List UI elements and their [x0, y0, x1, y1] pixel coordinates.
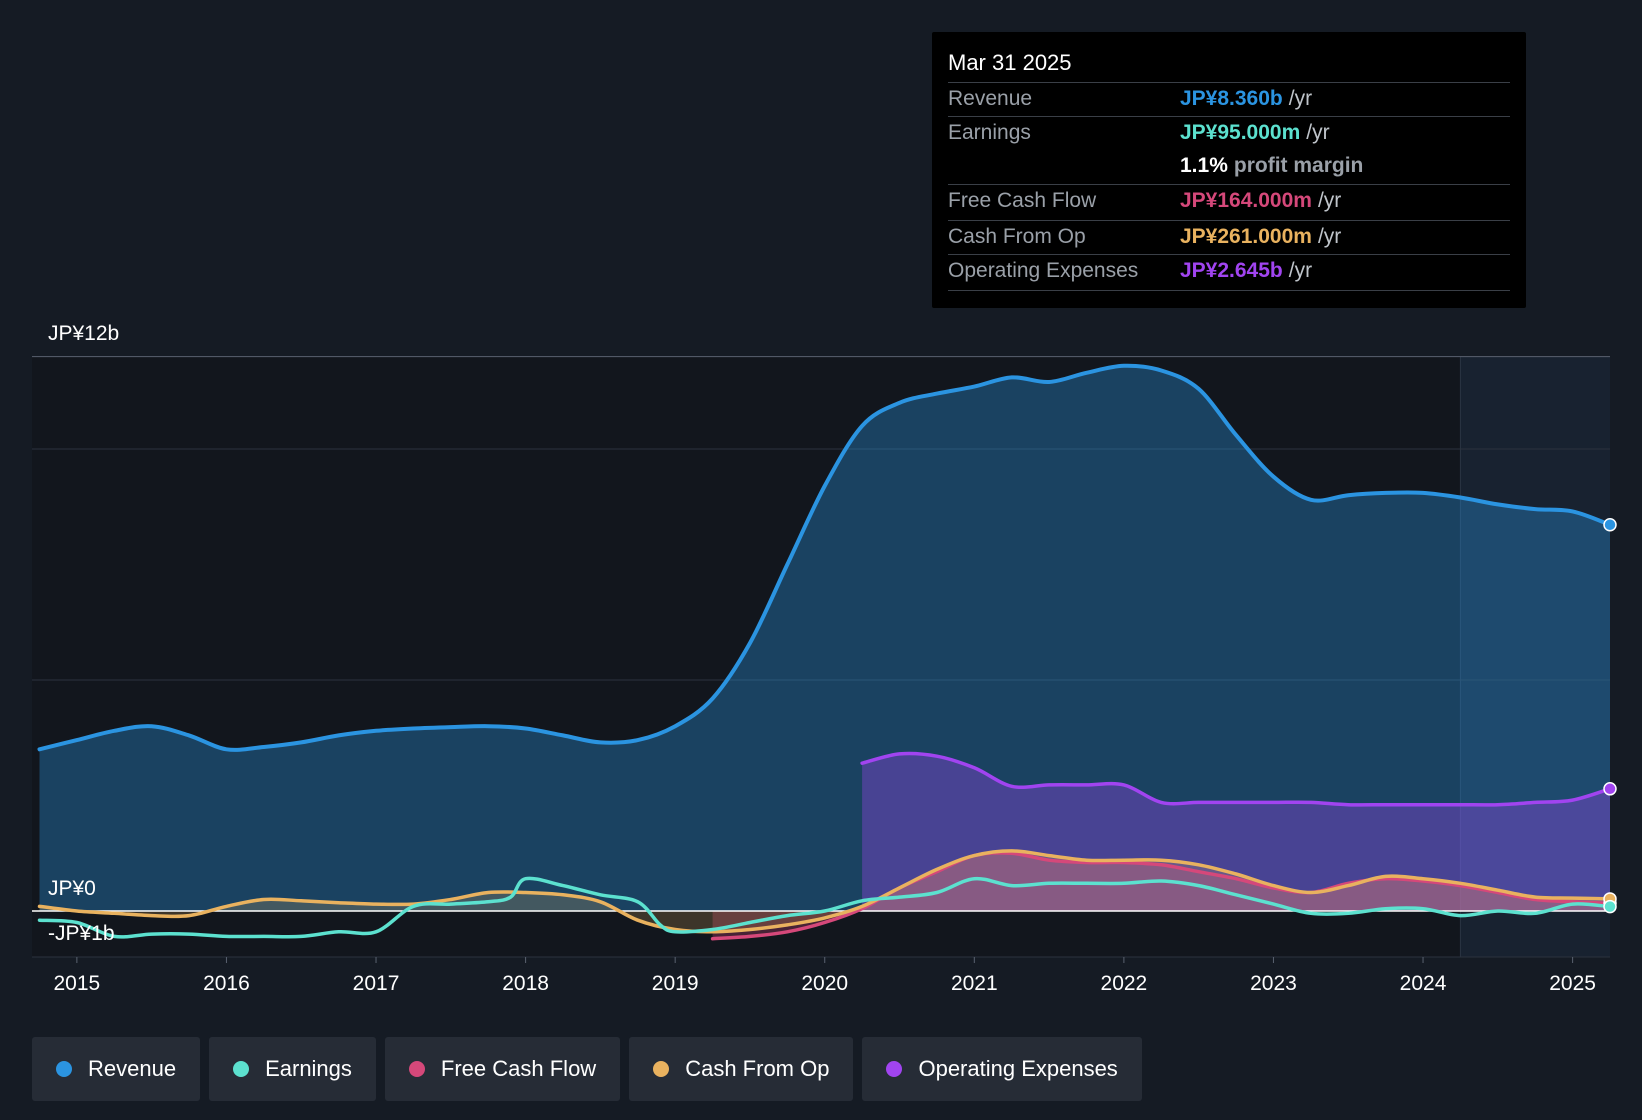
tooltip-row-fcf: Free Cash Flow JP¥164.000m/yr [948, 184, 1510, 219]
series-area-free-cash-flow [712, 852, 1610, 939]
tooltip-value: JP¥261.000m [1180, 225, 1312, 248]
tooltip-unit: /yr [1317, 189, 1342, 212]
plot-area [32, 357, 1610, 957]
tooltip-value: JP¥2.645b [1180, 259, 1283, 282]
tooltip-date: Mar 31 2025 [948, 50, 1072, 75]
tooltip-label: Free Cash Flow [948, 189, 1097, 212]
series-area-operating-expenses [862, 753, 1610, 911]
legend: Revenue Earnings Free Cash Flow Cash Fro… [32, 1037, 1142, 1101]
tooltip-value: JP¥95.000m [1180, 121, 1301, 144]
legend-dot-icon [56, 1061, 72, 1077]
tooltip-value: JP¥8.360b [1180, 87, 1283, 110]
legend-label: Revenue [88, 1056, 177, 1081]
x-tick-label: 2015 [54, 972, 101, 995]
series-line-operating-expenses [860, 751, 1612, 807]
legend-label: Operating Expenses [918, 1056, 1118, 1081]
x-tick-label: 2021 [951, 972, 998, 995]
series-end-marker-revenue [1603, 518, 1617, 532]
x-tick-label: 2019 [652, 972, 699, 995]
tooltip-value: JP¥164.000m [1180, 189, 1312, 212]
series-end-marker-earnings [1603, 899, 1617, 914]
tooltip-label: Earnings [948, 121, 1031, 144]
tooltip-row-earnings: Earnings JP¥95.000m/yr [948, 116, 1510, 151]
tooltip-panel: Mar 31 2025 Revenue JP¥8.360b/yr Earning… [932, 32, 1526, 308]
legend-dot-icon [233, 1061, 250, 1077]
tooltip-unit: /yr [1288, 259, 1313, 282]
legend-item-revenue[interactable]: Revenue [32, 1037, 201, 1101]
legend-item-operating-expenses[interactable]: Operating Expenses [862, 1037, 1142, 1101]
legend-dot-icon [408, 1061, 425, 1077]
legend-label: Free Cash Flow [440, 1056, 597, 1081]
legend-item-free-cash-flow[interactable]: Free Cash Flow [384, 1037, 621, 1101]
series-area-revenue [39, 365, 1610, 911]
y-axis-label: JP¥0 [48, 877, 96, 900]
tooltip-label: Operating Expenses [948, 259, 1139, 282]
series-end-marker-operating-expenses [1603, 782, 1617, 796]
series-line-revenue [37, 363, 1612, 752]
tooltip-divider [948, 290, 1510, 291]
tooltip-row-margin: 1.1% profit margin [948, 150, 1510, 184]
x-tick-label: 2025 [1549, 972, 1596, 995]
tooltip-row-revenue: Revenue JP¥8.360b/yr [948, 82, 1510, 117]
tooltip-row-cfo: Cash From Op JP¥261.000m/yr [948, 220, 1510, 255]
y-axis-label: -JP¥1b [48, 922, 115, 945]
x-tick-label: 2020 [801, 972, 848, 995]
forecast-region [1460, 357, 1610, 957]
tooltip-unit: /yr [1288, 87, 1313, 110]
x-tick-label: 2022 [1101, 972, 1148, 995]
series-line-earnings [37, 876, 1612, 939]
series-line-free-cash-flow [710, 851, 1612, 941]
series-line-cash-from-op [37, 849, 1612, 934]
legend-dot-icon [653, 1061, 670, 1077]
x-tick-label: 2017 [353, 972, 400, 995]
x-tick-label: 2016 [203, 972, 250, 995]
tooltip-unit: /yr [1306, 121, 1330, 144]
legend-item-cash-from-op[interactable]: Cash From Op [629, 1037, 854, 1101]
tooltip-value: 1.1% [1180, 154, 1228, 177]
tooltip-label: Revenue [948, 87, 1033, 110]
x-tick-label: 2023 [1250, 972, 1297, 995]
tooltip-unit: /yr [1317, 225, 1342, 248]
tooltip-row-opex: Operating Expenses JP¥2.645b/yr [948, 254, 1510, 289]
legend-item-earnings[interactable]: Earnings [209, 1037, 376, 1101]
legend-dot-icon [886, 1061, 903, 1077]
tooltip-label: Cash From Op [948, 225, 1086, 248]
legend-label: Cash From Op [685, 1056, 830, 1081]
tooltip-sub: profit margin [1233, 154, 1364, 177]
series-area-cash-from-op [39, 850, 1610, 932]
x-tick-label: 2024 [1400, 972, 1447, 995]
legend-label: Earnings [265, 1056, 352, 1081]
y-axis-label: JP¥12b [48, 322, 119, 345]
x-tick-label: 2018 [502, 972, 549, 995]
